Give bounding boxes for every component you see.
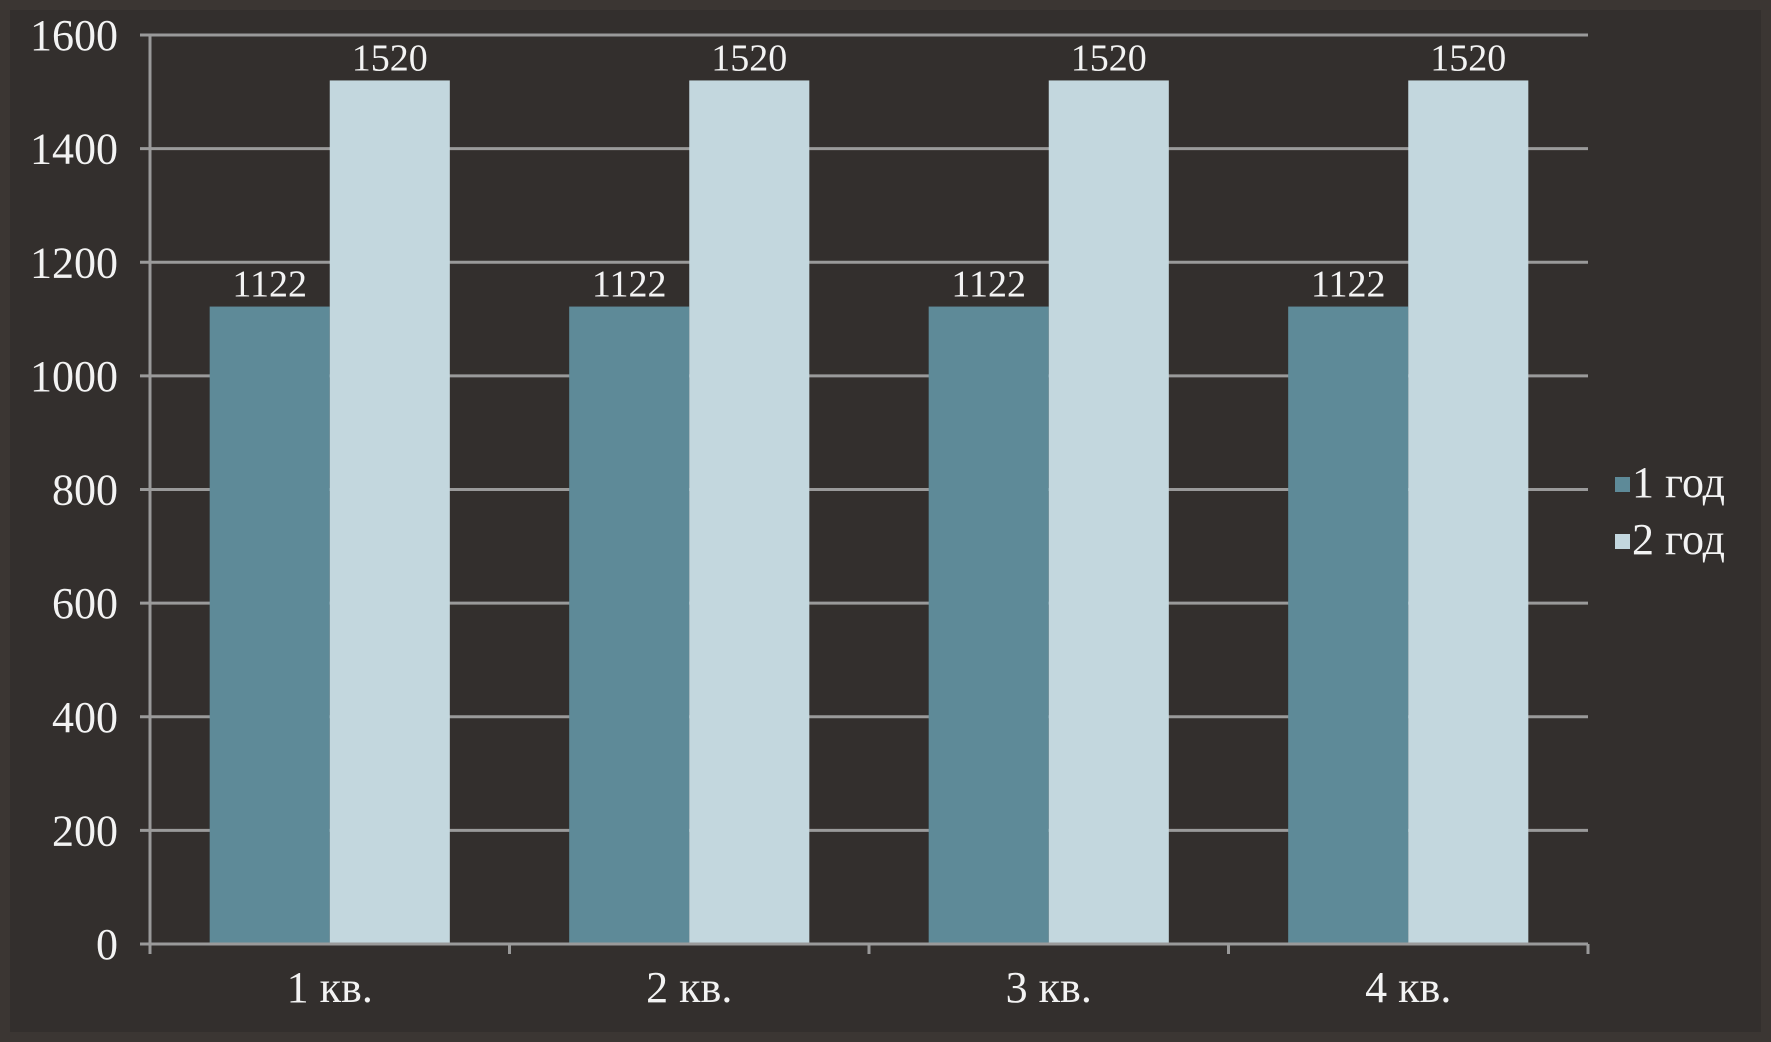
data-label: 1520 bbox=[1430, 37, 1506, 79]
y-tick-label: 200 bbox=[52, 806, 118, 855]
legend-swatch bbox=[1615, 477, 1630, 492]
bars bbox=[209, 80, 1529, 945]
legend-label: 1 год bbox=[1632, 458, 1725, 507]
x-tick-labels: 1 кв. 2 кв. 3 кв. 4 кв. bbox=[287, 963, 1452, 1012]
x-tick-label: 3 кв. bbox=[1006, 963, 1092, 1012]
bar bbox=[689, 80, 810, 944]
bar bbox=[209, 306, 330, 945]
x-tick-label: 1 кв. bbox=[287, 963, 373, 1012]
data-label: 1520 bbox=[352, 37, 428, 79]
x-tick-label: 4 кв. bbox=[1365, 963, 1451, 1012]
legend-label: 2 год bbox=[1632, 515, 1725, 564]
bar bbox=[1288, 306, 1409, 945]
bar bbox=[928, 306, 1049, 945]
y-tick-label: 600 bbox=[52, 579, 118, 628]
data-label: 1122 bbox=[232, 264, 307, 306]
bar bbox=[1408, 80, 1529, 944]
data-label: 1520 bbox=[711, 37, 787, 79]
x-tick-label: 2 кв. bbox=[646, 963, 732, 1012]
legend-swatch bbox=[1615, 534, 1630, 549]
axes bbox=[140, 33, 1590, 954]
data-labels: 1122 1520 1122 1520 1122 1520 1122 1520 bbox=[232, 37, 1506, 305]
y-tick-label: 1000 bbox=[30, 352, 118, 401]
data-label: 1122 bbox=[592, 264, 667, 306]
legend: 1 год 2 год bbox=[1615, 458, 1725, 564]
data-label: 1122 bbox=[951, 264, 1026, 306]
data-label: 1520 bbox=[1071, 37, 1147, 79]
y-tick-label: 400 bbox=[52, 693, 118, 742]
y-tick-label: 1400 bbox=[30, 125, 118, 174]
y-tick-label: 1600 bbox=[30, 11, 118, 60]
y-tick-label: 800 bbox=[52, 466, 118, 515]
bar bbox=[1048, 80, 1169, 944]
bar bbox=[329, 80, 450, 944]
y-tick-label: 1200 bbox=[30, 238, 118, 287]
bar bbox=[569, 306, 690, 945]
data-label: 1122 bbox=[1311, 264, 1386, 306]
y-tick-label: 0 bbox=[96, 920, 118, 969]
y-tick-labels: 0 200 400 600 800 1000 1200 1400 1600 bbox=[30, 11, 118, 969]
